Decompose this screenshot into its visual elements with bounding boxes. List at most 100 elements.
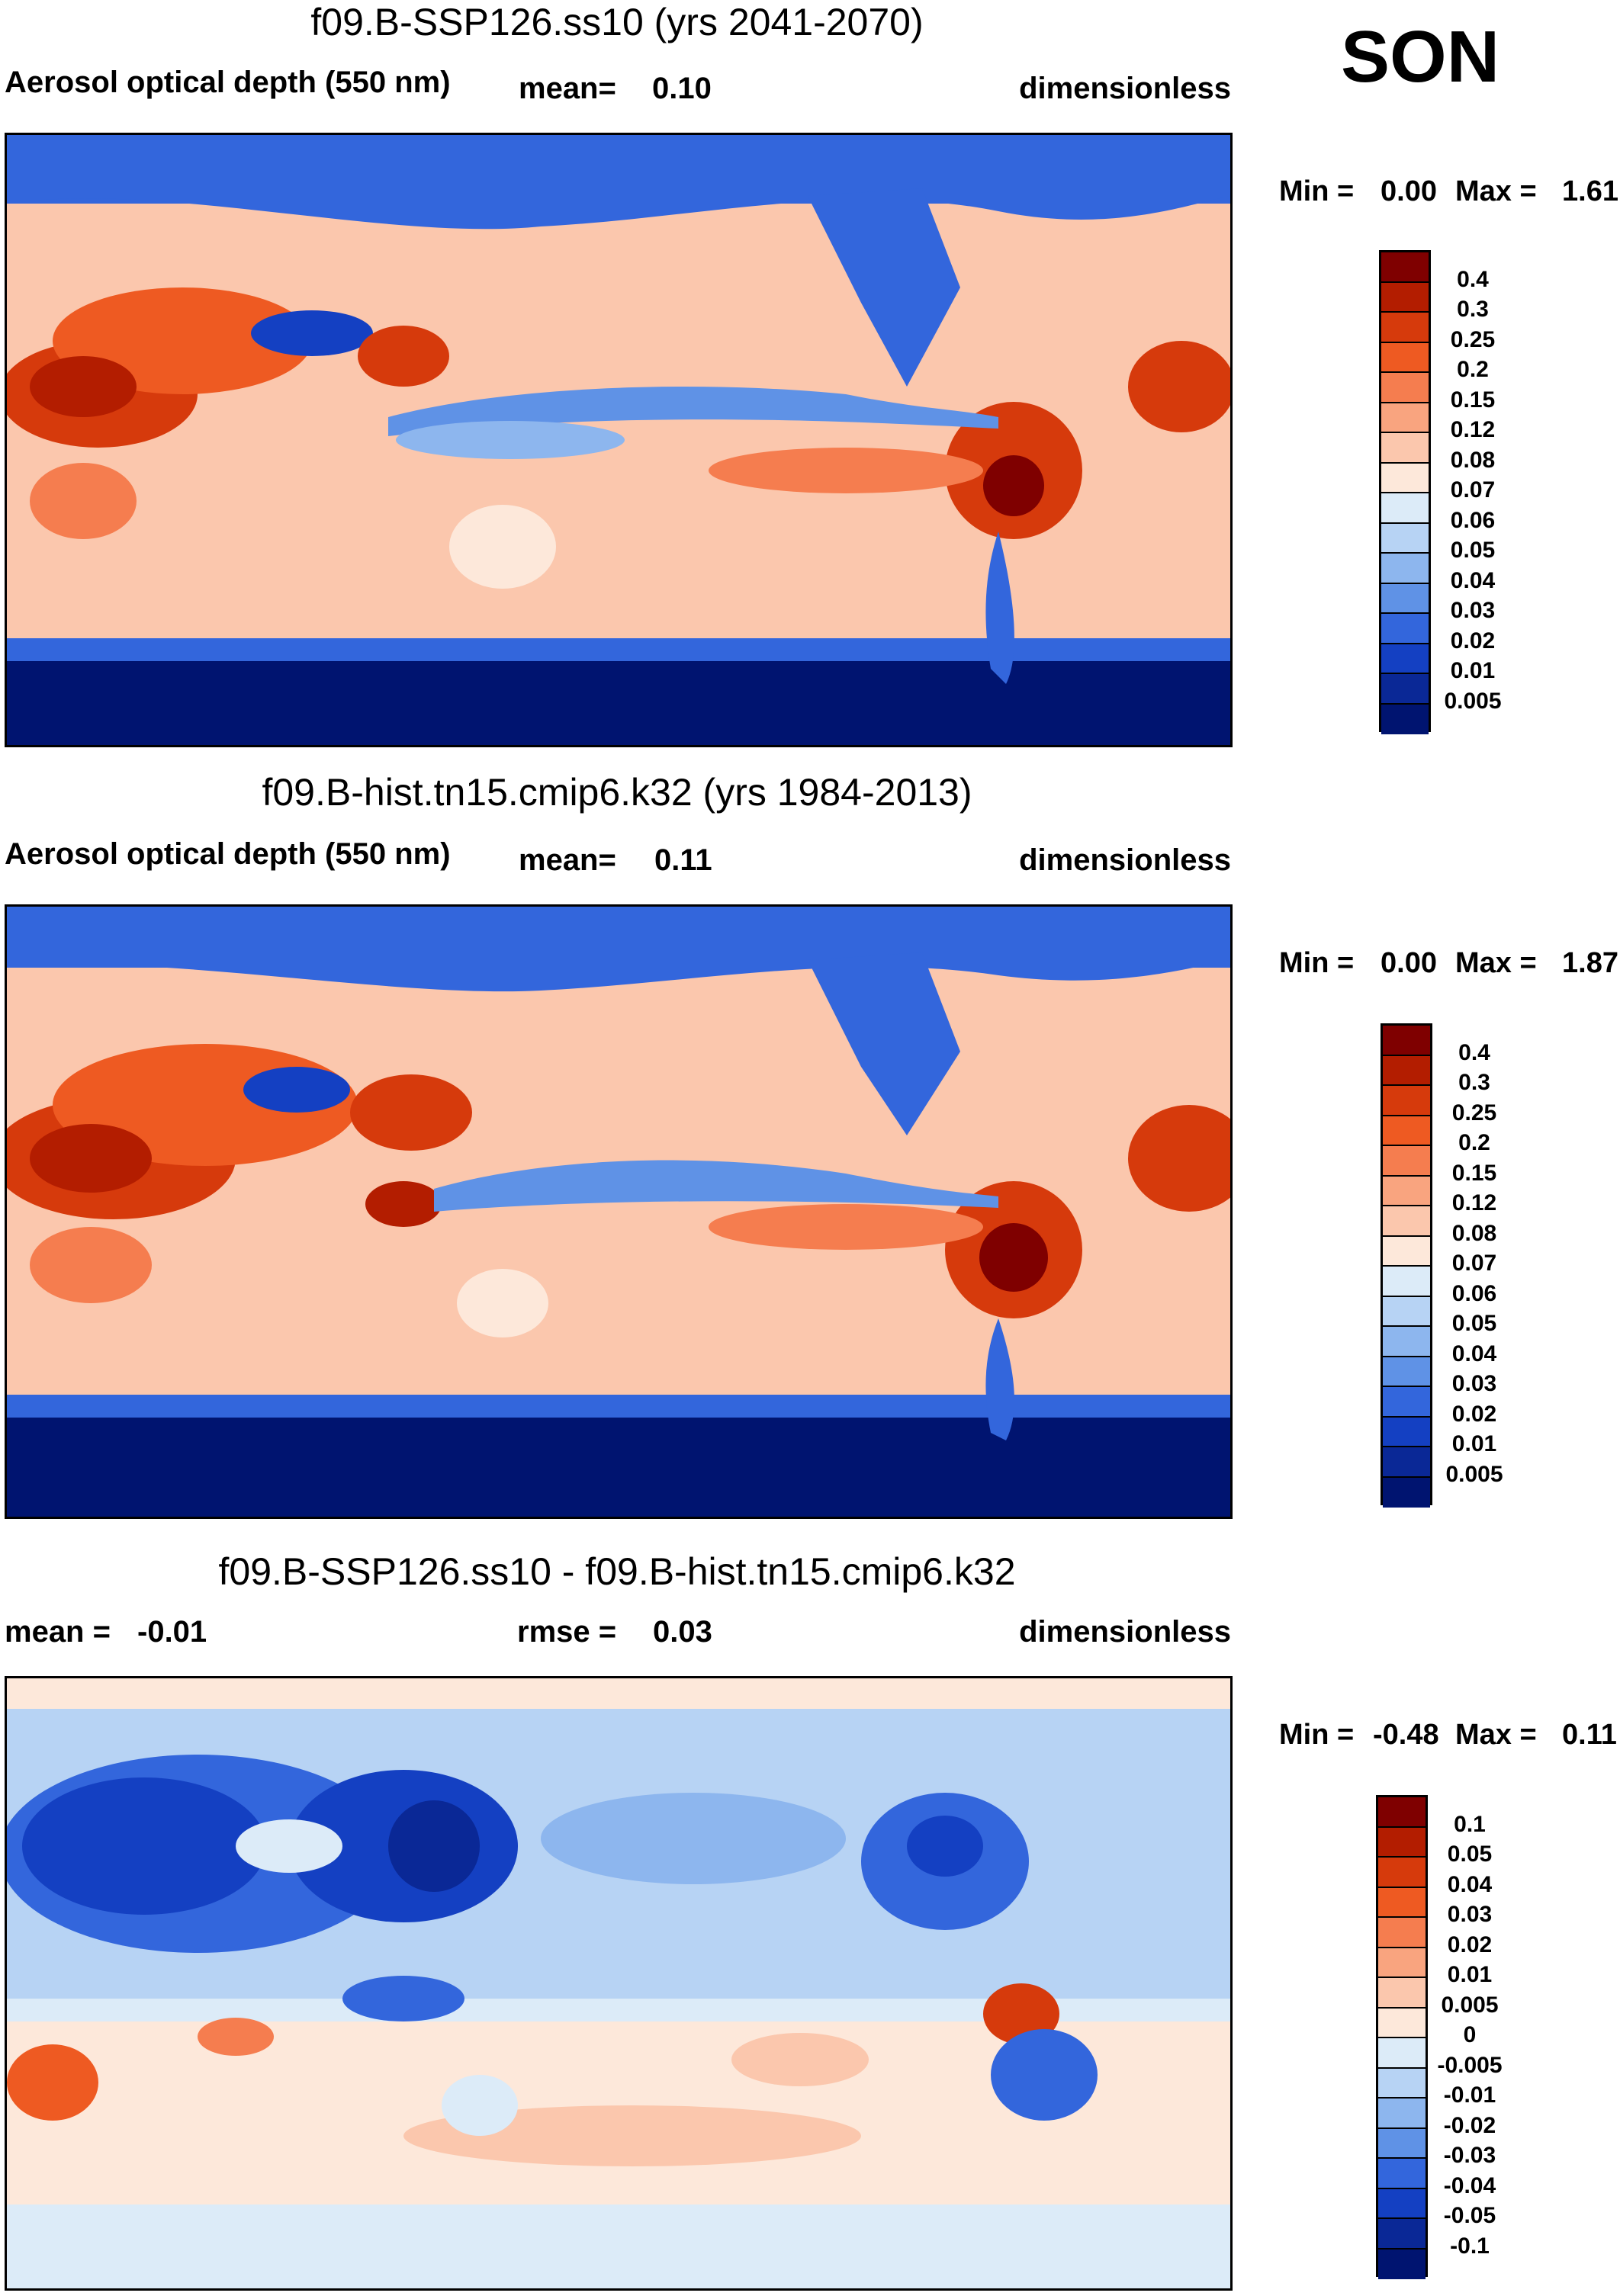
panel-1-colorbar: 0.4 0.3 0.25 0.2 0.15 0.12 0.08 0.07 0.06 0.05 0.0… xyxy=(1379,250,1502,734)
colorbar-cell xyxy=(1383,1176,1430,1206)
panel-3-colorbar: 0.1 0.05 0.04 0.03 0.02 0.01 0.005 0 -0.005 -0.01… xyxy=(1376,1795,1503,2279)
panel-2-min-label: Min = xyxy=(1279,947,1355,979)
colorbar-tick-label: 0.01 xyxy=(1451,1431,1497,1456)
panel-1-units: dimensionless xyxy=(1019,72,1231,105)
colorbar-cell xyxy=(1378,1887,1426,1918)
colorbar-cell xyxy=(1381,433,1429,464)
panel-1-title: f09.B-SSP126.ss10 (yrs 2041-2070) xyxy=(310,1,924,43)
colorbar-cell xyxy=(1381,313,1429,343)
colorbar-cell xyxy=(1378,2038,1426,2069)
colorbar-tick-label: 0.1 xyxy=(1454,1811,1486,1837)
colorbar-tick-label: -0.1 xyxy=(1450,2233,1490,2259)
panel-3-rmse-value: 0.03 xyxy=(653,1615,712,1649)
colorbar-cell xyxy=(1383,1417,1430,1447)
colorbar-cell xyxy=(1378,1797,1426,1828)
colorbar-cell xyxy=(1383,1296,1430,1327)
colorbar-cell xyxy=(1383,1086,1430,1116)
colorbar-tick-label: 0.02 xyxy=(1451,1401,1497,1427)
colorbar-cell xyxy=(1383,1327,1430,1357)
colorbar-cell xyxy=(1381,583,1429,614)
colorbar-cell xyxy=(1378,2068,1426,2099)
colorbar-cell xyxy=(1381,403,1429,433)
colorbar-tick-label: 0.01 xyxy=(1450,658,1496,683)
panel-2-units: dimensionless xyxy=(1019,843,1231,877)
colorbar-tick-label: 0.04 xyxy=(1447,1871,1493,1897)
colorbar-tick-label: 0.03 xyxy=(1447,1902,1493,1927)
colorbar-cell xyxy=(1378,1827,1426,1858)
panel-3-max-value: 0.11 xyxy=(1562,1719,1617,1751)
colorbar-tick-label: 0.12 xyxy=(1451,1190,1497,1215)
panel-1-field xyxy=(7,135,1230,745)
colorbar-tick-label: -0.02 xyxy=(1443,2112,1496,2138)
colorbar-cell xyxy=(1383,1116,1430,1146)
panel-2-min-value: 0.00 xyxy=(1381,947,1437,979)
panel-2-map xyxy=(5,904,1233,1519)
colorbar-cell xyxy=(1381,282,1429,313)
colorbar-cell xyxy=(1378,1978,1426,2009)
season-label: SON xyxy=(1341,16,1500,98)
colorbar-tick-label: 0.03 xyxy=(1451,1371,1497,1396)
colorbar-tick-label: 0.3 xyxy=(1458,1070,1490,1095)
colorbar-cell xyxy=(1378,1858,1426,1888)
panel-3-units: dimensionless xyxy=(1019,1615,1231,1649)
colorbar-tick-label: -0.05 xyxy=(1443,2203,1496,2228)
panel-1-min-value: 0.00 xyxy=(1381,175,1437,207)
colorbar-cell xyxy=(1383,1447,1430,1478)
colorbar-frame xyxy=(1379,250,1431,734)
colorbar-cell xyxy=(1381,252,1429,283)
panel-2-title: f09.B-hist.tn15.cmip6.k32 (yrs 1984-2013… xyxy=(262,771,972,814)
colorbar-tick-label: 0.4 xyxy=(1458,1039,1490,1065)
panel-3-mean-value: -0.01 xyxy=(137,1615,207,1649)
colorbar-tick-label: 0.3 xyxy=(1457,297,1489,322)
colorbar-cell xyxy=(1383,1387,1430,1418)
panel-2-field xyxy=(7,907,1230,1517)
colorbar-tick-label: -0.01 xyxy=(1443,2082,1496,2108)
panel-2-max-label: Max = xyxy=(1455,947,1537,979)
panel-1-max-value: 1.61 xyxy=(1562,175,1618,207)
colorbar-tick-label: 0.04 xyxy=(1450,567,1496,593)
colorbar-tick-label: 0.06 xyxy=(1450,507,1496,533)
colorbar-cell xyxy=(1378,1918,1426,1948)
colorbar-tick-label: 0.005 xyxy=(1444,688,1502,714)
panel-2-max-value: 1.87 xyxy=(1562,947,1618,979)
colorbar-cell xyxy=(1378,2008,1426,2038)
colorbar-frame xyxy=(1376,1795,1428,2279)
panel-3-title: f09.B-SSP126.ss10 - f09.B-hist.tn15.cmip… xyxy=(218,1550,1016,1593)
panel-2-colorbar: 0.4 0.3 0.25 0.2 0.15 0.12 0.08 0.07 0.06 0.05 0.0… xyxy=(1381,1023,1503,1508)
colorbar-tick-label: 0.06 xyxy=(1451,1280,1497,1306)
panel-1-mean-value: 0.10 xyxy=(652,72,712,105)
colorbar-tick-label: 0.05 xyxy=(1447,1842,1493,1867)
colorbar-cell xyxy=(1381,554,1429,584)
colorbar-cell xyxy=(1383,1206,1430,1237)
colorbar-cell xyxy=(1378,2219,1426,2249)
colorbar-tick-label: 0.05 xyxy=(1450,538,1496,563)
colorbar-cell xyxy=(1381,614,1429,644)
colorbar-tick-label: 0.08 xyxy=(1451,1220,1497,1246)
colorbar-tick-label: 0.2 xyxy=(1458,1130,1490,1155)
colorbar-tick-label: 0.25 xyxy=(1451,1100,1497,1126)
colorbar-cell xyxy=(1383,1146,1430,1177)
panel-3-map xyxy=(5,1676,1233,2291)
panel-3-field xyxy=(7,1678,1230,2288)
panel-2-mean-label: mean= xyxy=(519,843,616,877)
colorbar-tick-label: 0.005 xyxy=(1441,1992,1499,2018)
colorbar-tick-label: 0.04 xyxy=(1451,1341,1497,1366)
colorbar-tick-label: 0.25 xyxy=(1450,326,1496,352)
colorbar-cell xyxy=(1378,1948,1426,1978)
colorbar-cell xyxy=(1381,493,1429,524)
colorbar-tick-label: 0.01 xyxy=(1447,1962,1493,1987)
colorbar-tick-label: 0.08 xyxy=(1450,447,1496,473)
panel-1-min-label: Min = xyxy=(1279,175,1355,207)
colorbar-tick-label: 0.2 xyxy=(1457,357,1489,382)
panel-1-mean-label: mean= xyxy=(519,72,616,105)
panel-3-mean-label: mean = xyxy=(5,1615,111,1649)
colorbar-tick-label: 0 xyxy=(1463,2022,1477,2047)
colorbar-cell xyxy=(1383,1236,1430,1267)
colorbar-cell xyxy=(1383,1026,1430,1056)
colorbar-tick-label: 0.02 xyxy=(1447,1932,1493,1957)
panel-3-min-label: Min = xyxy=(1279,1719,1355,1751)
colorbar-cell xyxy=(1378,2249,1426,2279)
colorbar-cell xyxy=(1381,644,1429,674)
panel-3-rmse-label: rmse = xyxy=(517,1615,617,1649)
colorbar-cell xyxy=(1378,2159,1426,2189)
